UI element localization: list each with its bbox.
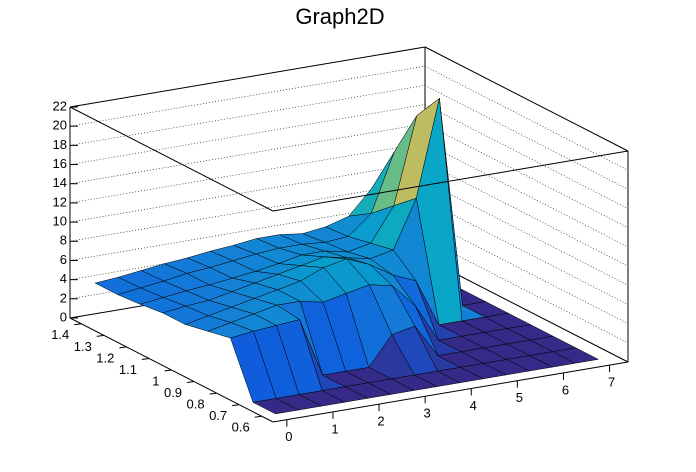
y-tick-label: 0.8 bbox=[187, 397, 205, 412]
z-tick-label: 10 bbox=[53, 214, 67, 229]
y-tick bbox=[254, 415, 262, 418]
y-tick bbox=[96, 334, 104, 337]
y-tick bbox=[164, 369, 172, 372]
x-tick-label: 4 bbox=[470, 398, 477, 413]
y-tick-label: 0.6 bbox=[232, 420, 250, 435]
z-tick-label: 22 bbox=[53, 98, 67, 113]
y-tick bbox=[141, 357, 150, 360]
x-tick-label: 1 bbox=[331, 421, 338, 436]
x-tick-label: 0 bbox=[285, 429, 292, 444]
grid-line bbox=[69, 104, 629, 209]
surface-cell bbox=[252, 398, 300, 415]
x-tick-label: 5 bbox=[516, 390, 523, 405]
z-tick-label: 4 bbox=[60, 271, 67, 286]
x-tick-label: 7 bbox=[608, 375, 615, 390]
x-tick-label: 3 bbox=[424, 406, 431, 421]
z-tick-label: 14 bbox=[53, 175, 67, 190]
y-tick-label: 1.4 bbox=[51, 327, 69, 342]
chart-title: Graph2D bbox=[295, 4, 384, 29]
z-tick-label: 20 bbox=[53, 118, 67, 133]
y-tick bbox=[232, 404, 240, 407]
x-tick-label: 2 bbox=[377, 414, 384, 429]
y-tick bbox=[74, 323, 82, 326]
y-tick-label: 1.3 bbox=[74, 339, 92, 354]
z-tick-label: 2 bbox=[60, 290, 67, 305]
x-tick-label: 6 bbox=[562, 382, 569, 397]
y-tick-label: 1.2 bbox=[96, 350, 114, 365]
y-tick bbox=[119, 346, 127, 349]
grid-line bbox=[69, 85, 629, 190]
z-tick-label: 0 bbox=[60, 309, 67, 324]
y-tick-label: 1.1 bbox=[119, 362, 137, 377]
y-tick bbox=[186, 381, 195, 384]
y-tick-label: 0.7 bbox=[209, 408, 227, 423]
frame bbox=[272, 150, 629, 212]
grid-line bbox=[69, 46, 629, 152]
z-tick-label: 18 bbox=[53, 137, 67, 152]
z-tick-label: 16 bbox=[53, 156, 67, 171]
y-tick-label: 0.9 bbox=[164, 385, 182, 400]
z-tick-label: 6 bbox=[60, 252, 67, 267]
y-tick bbox=[209, 392, 217, 395]
z-tick-label: 12 bbox=[53, 194, 67, 209]
x-axis bbox=[272, 361, 629, 423]
z-tick-label: 8 bbox=[60, 233, 67, 248]
y-tick-label: 1 bbox=[152, 373, 159, 388]
frame bbox=[69, 106, 274, 212]
grid-line bbox=[69, 65, 629, 171]
